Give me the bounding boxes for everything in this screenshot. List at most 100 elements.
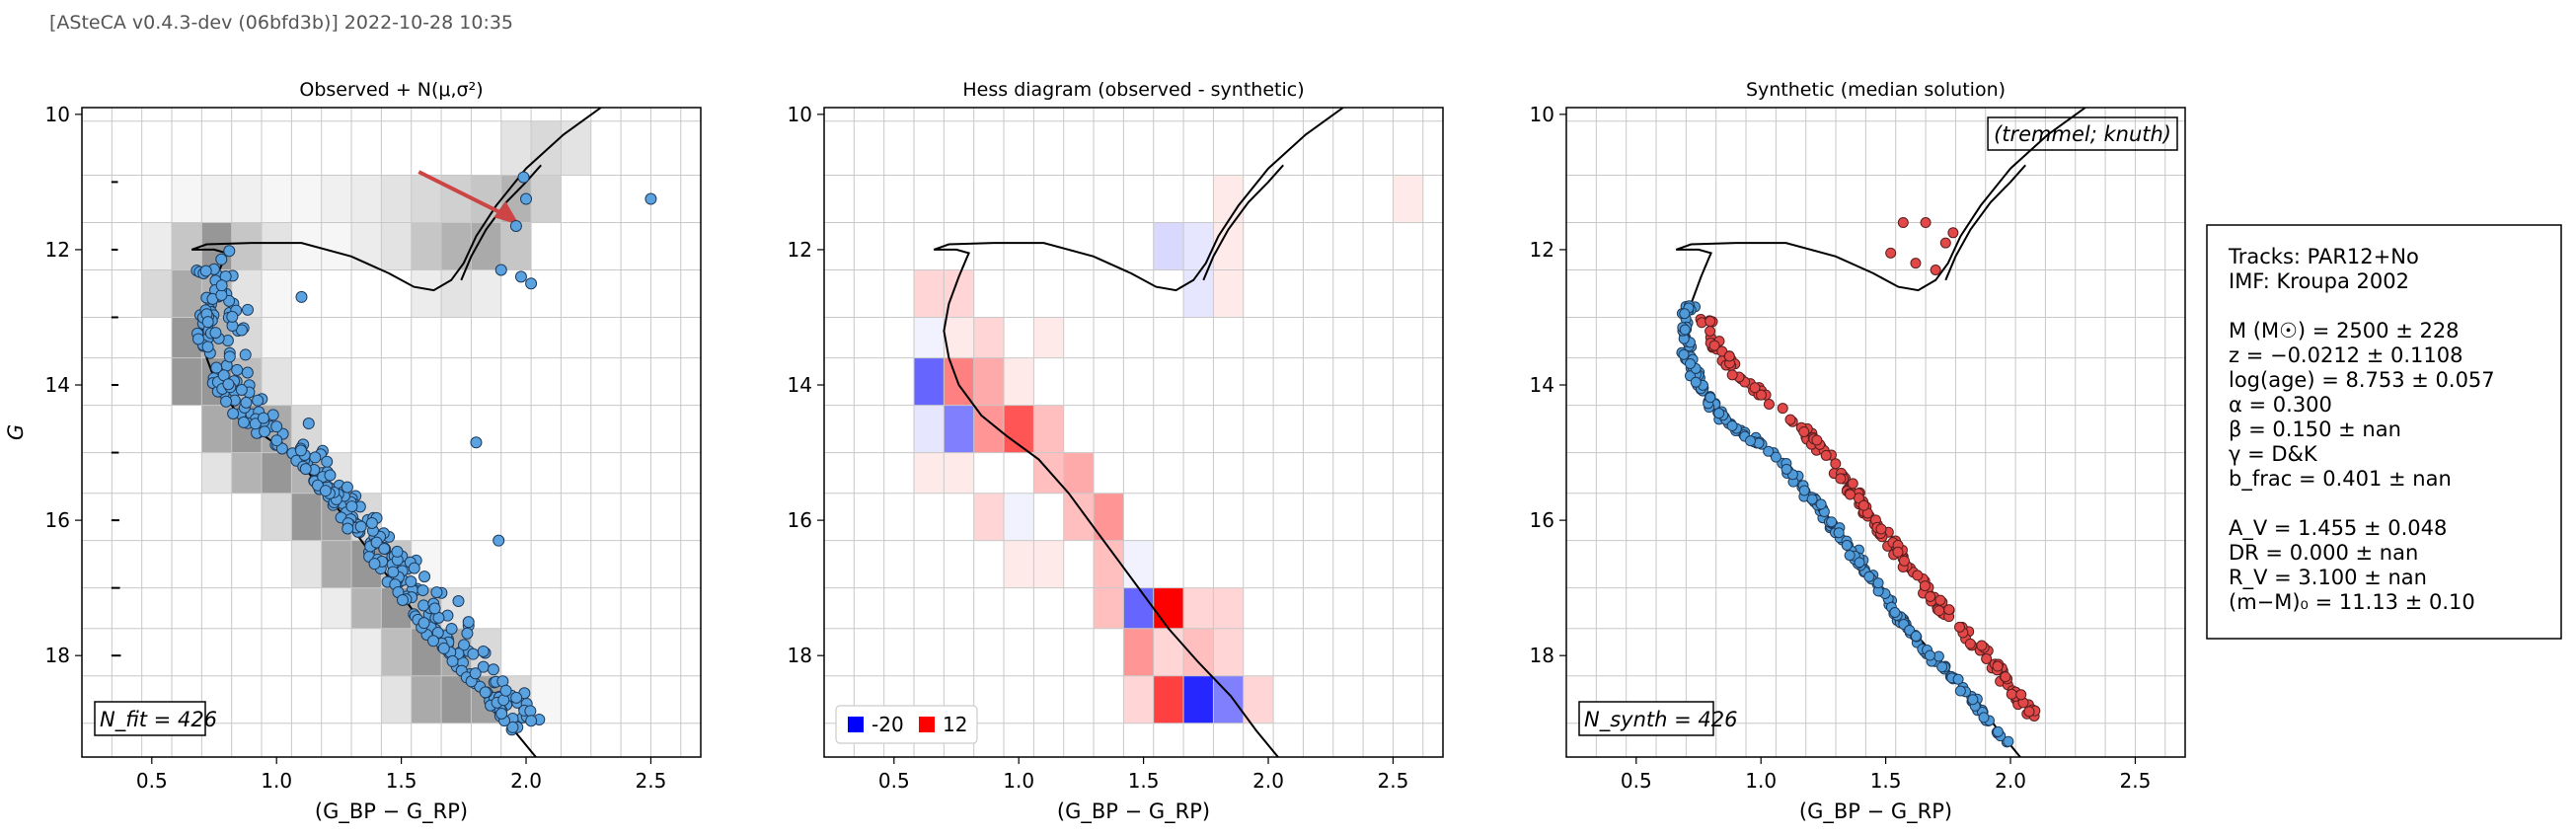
x-tick-label: 0.5 xyxy=(878,769,910,793)
hess-cell xyxy=(351,587,382,629)
hess-difference-cell xyxy=(944,452,974,494)
observed-star-point xyxy=(345,500,358,513)
info-line: R_V = 3.100 ± nan xyxy=(2229,566,2427,590)
y-tick-label: 18 xyxy=(45,644,70,667)
hess-cell xyxy=(141,222,173,270)
observed-star-point xyxy=(210,361,223,374)
observed-star-point xyxy=(458,639,471,651)
synthetic-binary-star xyxy=(1705,316,1716,328)
synthetic-binary-star xyxy=(2023,706,2035,718)
hess-difference-cell xyxy=(1213,587,1244,629)
observed-star-point xyxy=(477,645,490,657)
legend-swatch xyxy=(919,717,935,732)
model-label-box xyxy=(1987,116,2178,151)
hess-cell xyxy=(262,269,292,318)
synthetic-binary-star xyxy=(1897,217,1909,229)
hess-cell xyxy=(291,493,322,541)
observed-star-point xyxy=(226,310,239,323)
observed-star-point xyxy=(479,686,492,699)
synthetic-single-star xyxy=(1854,557,1865,569)
observed-star-point xyxy=(227,408,240,420)
hess-cell xyxy=(321,587,352,629)
observed-star-point xyxy=(259,425,271,438)
observed-star-point xyxy=(354,520,367,533)
hess-difference-cell xyxy=(944,405,974,453)
observed-star-point xyxy=(201,341,214,353)
observed-star-point xyxy=(365,516,378,529)
hess-difference-cell xyxy=(1123,675,1154,723)
y-tick-label: 12 xyxy=(1530,238,1554,262)
synthetic-single-star xyxy=(1992,725,2004,737)
hess-difference-cell xyxy=(944,317,974,358)
hess-cell xyxy=(201,452,232,494)
hess-cell xyxy=(441,269,472,318)
hess-difference-cell xyxy=(1094,587,1124,629)
observed-star-point xyxy=(240,396,253,409)
synthetic-binary-star xyxy=(1912,570,1924,581)
synthetic-binary-star xyxy=(1892,546,1904,558)
synthetic-single-star xyxy=(1745,435,1757,447)
info-line: b_frac = 0.401 ± nan xyxy=(2229,467,2452,492)
hess-difference-cell xyxy=(1123,628,1154,676)
observed-star-point xyxy=(510,691,523,704)
hess-difference-cell xyxy=(914,317,945,358)
observed-star-point xyxy=(405,575,417,588)
observed-star-point xyxy=(270,420,283,433)
observed-star-point xyxy=(470,436,483,449)
observed-star-point xyxy=(462,616,475,629)
synthetic-single-star xyxy=(1841,539,1853,551)
x-tick-label: 2.5 xyxy=(1378,769,1409,793)
hess-cell xyxy=(262,452,292,494)
observed-star-point xyxy=(237,416,250,428)
synthetic-single-star xyxy=(1770,451,1781,463)
observed-star-point xyxy=(417,599,430,612)
hess-difference-cell xyxy=(1033,540,1064,588)
synthetic-single-star xyxy=(1833,527,1845,539)
observed-star-point xyxy=(220,395,233,408)
hess-difference-cell xyxy=(1153,587,1184,629)
synthetic-binary-star xyxy=(1992,660,2004,672)
synthetic-binary-star xyxy=(1716,345,1728,357)
hess-cell xyxy=(172,175,202,223)
hess-difference-cell xyxy=(973,317,1005,358)
observed-star-point xyxy=(309,451,322,464)
synthetic-binary-star xyxy=(1830,458,1842,470)
synthetic-binary-star xyxy=(1934,594,1946,606)
synthetic-binary-star xyxy=(1919,580,1931,592)
synthetic-binary-star xyxy=(1943,604,1955,616)
observed-star-point xyxy=(494,264,507,276)
hess-difference-cell xyxy=(1063,493,1095,541)
synthetic-single-star xyxy=(1815,498,1827,510)
hess-difference-cell xyxy=(914,405,945,453)
observed-star-point xyxy=(223,350,236,363)
hess-difference-cell xyxy=(1183,675,1214,723)
hess-cell xyxy=(321,222,352,270)
x-tick-label: 2.5 xyxy=(636,769,667,793)
hess-difference-cell xyxy=(1183,269,1214,318)
synthetic-single-star xyxy=(1967,694,1979,706)
observed-star-point xyxy=(506,721,519,733)
info-line: Tracks: PAR12+No xyxy=(2228,245,2419,268)
hess-difference-cell xyxy=(1153,222,1184,270)
x-tick-label: 1.5 xyxy=(1128,769,1160,793)
observed-star-point xyxy=(408,562,420,574)
observed-star-point xyxy=(270,434,283,447)
observed-star-point xyxy=(517,171,530,184)
observed-star-point xyxy=(199,265,212,277)
y-tick-label: 10 xyxy=(788,103,812,126)
axes-frame xyxy=(1565,107,2186,758)
synthetic-binary-star xyxy=(1930,265,1941,275)
y-tick-label: 14 xyxy=(788,373,812,397)
hess-cell xyxy=(262,222,292,270)
observed-star-point xyxy=(430,586,443,599)
observed-star-point xyxy=(524,705,537,718)
synthetic-binary-star xyxy=(1749,382,1761,394)
hess-cell xyxy=(531,175,562,223)
synthetic-binary-star xyxy=(1939,237,1951,249)
hess-cell xyxy=(231,222,263,270)
hess-cell xyxy=(381,222,412,270)
x-tick-label: 2.0 xyxy=(510,769,542,793)
hess-cell xyxy=(441,222,472,270)
hess-difference-cell xyxy=(1033,317,1064,358)
